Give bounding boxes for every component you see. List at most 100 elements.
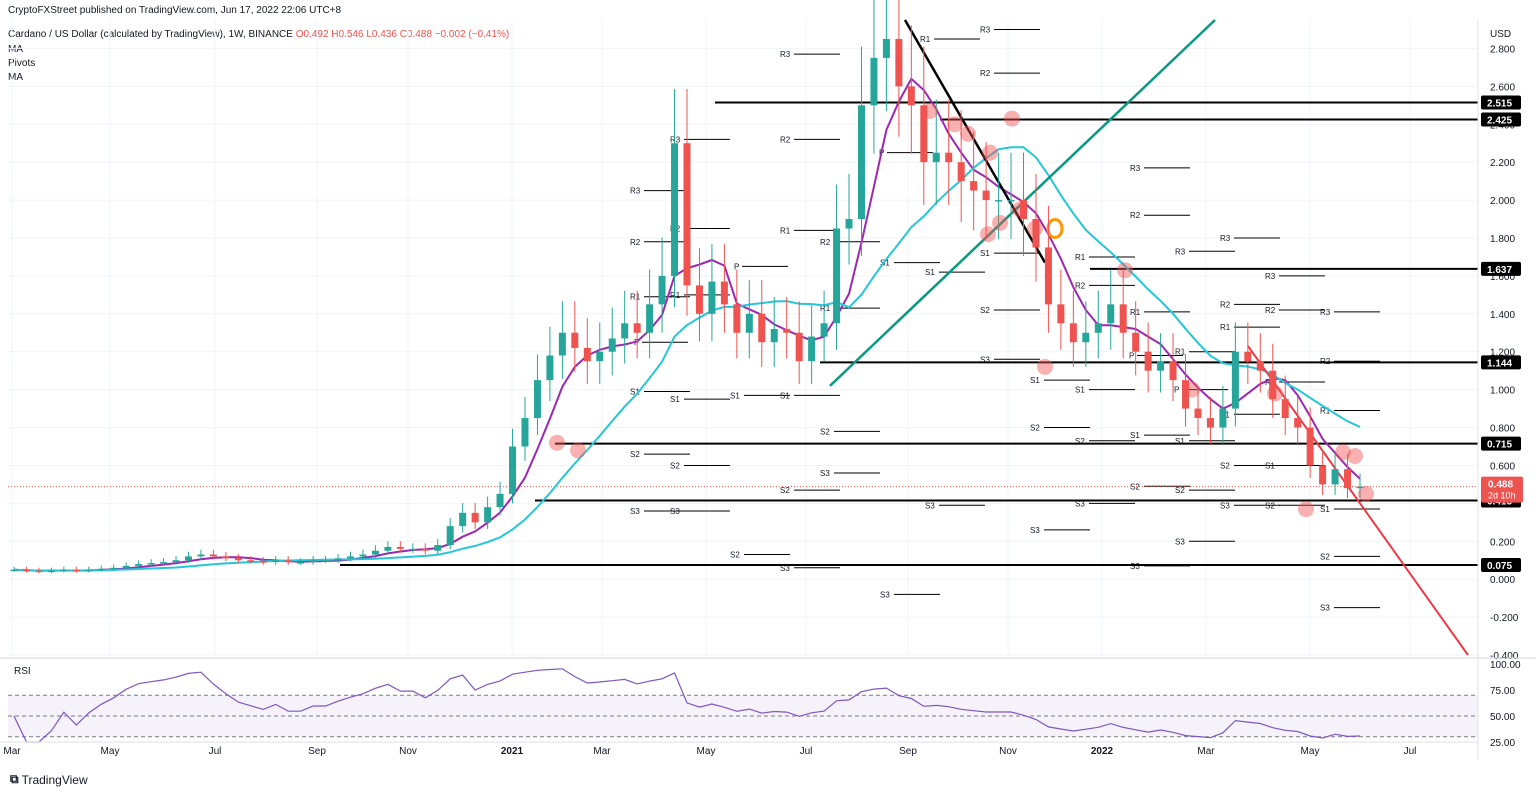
candle-body <box>633 323 641 333</box>
candle-body <box>434 545 442 551</box>
highlight-circle <box>1184 381 1200 398</box>
candle-body <box>1269 370 1277 400</box>
highlight-circle <box>960 125 976 142</box>
x-tick-label: Mar <box>593 746 611 757</box>
pivot-label: S3 <box>1175 537 1185 546</box>
pivot-label: R1 <box>1320 406 1331 415</box>
candle-body <box>1144 351 1152 371</box>
candle-body <box>995 200 1003 202</box>
x-tick-label: Jul <box>800 746 813 757</box>
y-tick-label: 1.200 <box>1490 348 1515 359</box>
pivot-label: S2 <box>820 427 830 436</box>
candle-body <box>1069 323 1077 343</box>
candle-body <box>247 560 255 562</box>
highlight-circle <box>1037 358 1053 375</box>
highlight-circle <box>982 144 998 161</box>
candle-body <box>533 380 541 419</box>
y-tick-label: 2.000 <box>1490 196 1515 207</box>
tradingview-logo[interactable]: ⧉ TradingView <box>10 772 88 787</box>
pivot-label: S3 <box>780 564 790 573</box>
highlight-circle <box>947 116 963 133</box>
rsi-title: RSI <box>14 666 31 677</box>
candle-body <box>857 105 865 220</box>
candle-body <box>509 446 517 494</box>
y-tick-label: 1.800 <box>1490 234 1515 245</box>
indicator-ma-fast[interactable]: MA <box>8 44 23 55</box>
candle-body <box>347 556 354 559</box>
highlight-circle <box>1117 262 1133 279</box>
rsi-tick-label: 50.00 <box>1490 712 1515 723</box>
highlight-circle <box>1358 485 1374 502</box>
candle-body <box>35 570 43 573</box>
candle-body <box>683 143 691 286</box>
y-tick-label: 2.800 <box>1490 44 1515 55</box>
pivot-label: S2 <box>980 306 990 315</box>
x-tick-label: Nov <box>999 746 1017 757</box>
candle-body <box>920 105 928 163</box>
candle-body <box>1032 219 1040 248</box>
candle-body <box>1194 408 1202 419</box>
pivot-label: R2 <box>1130 211 1141 220</box>
pivot-label: S2 <box>1220 461 1230 470</box>
rsi-tick-label: 100.00 <box>1490 660 1521 671</box>
pivot-label: R2 <box>1075 281 1086 290</box>
candle-body <box>471 512 479 523</box>
candle-body <box>197 554 205 557</box>
candle-body <box>47 570 55 573</box>
candle-body <box>895 38 903 87</box>
pivot-label: S1 <box>1320 505 1330 514</box>
x-tick-label: Sep <box>899 746 917 757</box>
candle-body <box>22 569 30 572</box>
candle-body <box>222 556 230 559</box>
highlight-circle <box>1027 220 1043 237</box>
level-price-tag <box>1481 355 1521 370</box>
descending-trendline-black <box>903 19 1047 264</box>
pivot-label: S2 <box>1075 437 1085 446</box>
candle-body <box>521 418 529 447</box>
candle-body <box>1132 332 1140 352</box>
pivot-label: S2 <box>630 450 640 459</box>
pivot-label: R1 <box>1220 323 1231 332</box>
candle-body <box>322 560 330 562</box>
candle-body <box>60 569 68 572</box>
candle-body <box>770 328 778 343</box>
level-price-text: 2.515 <box>1487 98 1512 109</box>
candle-body <box>783 328 791 333</box>
pivot-label: S2 <box>1265 501 1275 510</box>
candle-body <box>334 558 342 561</box>
pivot-label: R3 <box>1175 247 1186 256</box>
indicator-ma-slow[interactable]: MA <box>8 72 23 83</box>
y-tick-label: 0.600 <box>1490 461 1515 472</box>
tradingview-logo-icon: ⧉ <box>10 772 19 786</box>
candle-body <box>932 152 940 163</box>
candle-body <box>359 554 367 557</box>
level-price-tag <box>1481 95 1521 110</box>
symbol-legend[interactable]: Cardano / US Dollar (calculated by Tradi… <box>8 29 509 41</box>
indicator-pivots[interactable]: Pivots <box>8 58 36 69</box>
candle-body <box>745 313 753 333</box>
candle-body <box>1319 465 1327 485</box>
candle-body <box>1281 399 1289 419</box>
candle-body <box>1107 304 1115 324</box>
pivot-label: S1 <box>1265 461 1275 470</box>
highlight-ring <box>1046 218 1064 240</box>
candle-body <box>1082 332 1090 343</box>
candle-body <box>1219 408 1227 428</box>
pivot-label: P <box>1174 386 1179 395</box>
candle-body <box>1331 469 1339 485</box>
candle-body <box>384 546 392 551</box>
pivot-label: R3 <box>1265 272 1276 281</box>
candle-body <box>147 563 155 565</box>
pivot-label: S1 <box>630 388 640 397</box>
candle-body <box>1044 247 1052 305</box>
pivot-label: S1 <box>1030 376 1040 385</box>
candle-body <box>459 512 467 527</box>
candle-body <box>658 275 666 305</box>
highlight-circle <box>1298 501 1314 518</box>
candle-body <box>1306 427 1314 466</box>
candle-body <box>695 285 703 314</box>
current-price-tag <box>1481 476 1523 503</box>
candle-body <box>708 281 716 314</box>
x-tick-label: 2022 <box>1091 746 1114 757</box>
